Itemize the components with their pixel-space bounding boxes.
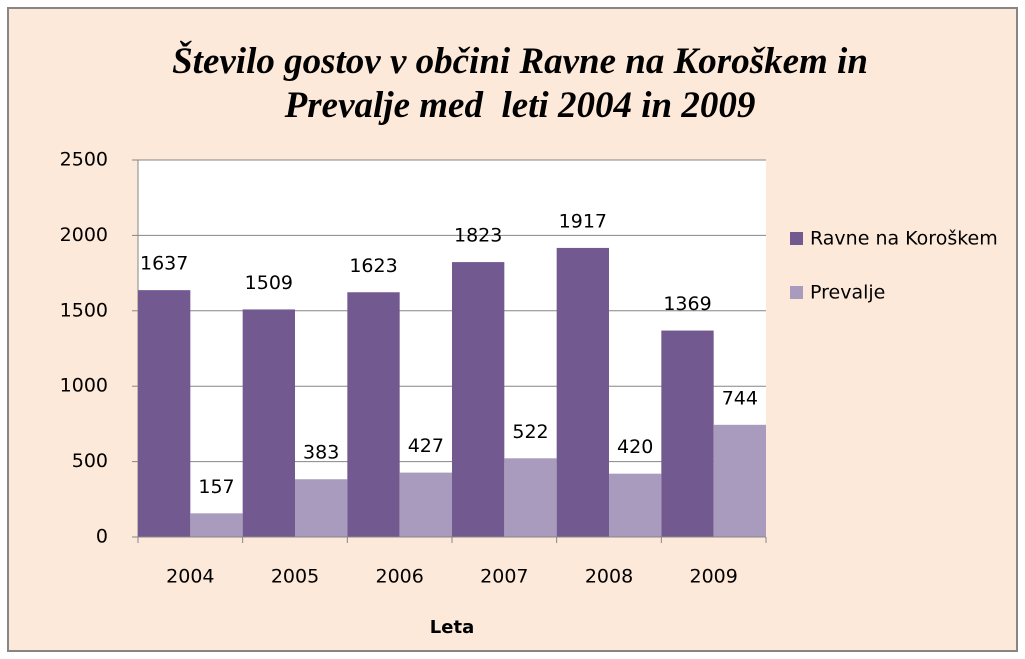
y-tick-label: 2500	[60, 149, 108, 171]
y-tick-label: 0	[96, 526, 108, 548]
x-axis-label: Leta	[430, 617, 474, 638]
data-label: 1917	[559, 210, 607, 232]
x-tick-label: 2009	[689, 566, 737, 588]
y-tick-label: 500	[72, 450, 108, 472]
data-label: 1623	[349, 255, 397, 277]
x-tick-label: 2006	[375, 566, 423, 588]
bar	[190, 513, 243, 537]
chart-title: Število gostov v občini Ravne na Koroške…	[172, 41, 878, 126]
bar	[713, 424, 766, 537]
legend-swatch	[790, 286, 803, 299]
legend-swatch	[790, 232, 803, 245]
bar	[609, 473, 662, 537]
data-label: 383	[303, 442, 339, 464]
data-label: 420	[617, 436, 653, 458]
data-label: 1509	[245, 272, 293, 294]
data-label: 1369	[663, 293, 711, 315]
data-label: 744	[722, 387, 758, 409]
data-label: 427	[408, 435, 444, 457]
bar	[661, 330, 714, 537]
bar	[138, 290, 191, 537]
bar	[504, 458, 557, 537]
bar	[399, 472, 452, 537]
y-tick-label: 1000	[60, 375, 108, 397]
data-label: 1823	[454, 225, 502, 247]
x-tick-label: 2004	[166, 566, 214, 588]
data-label: 1637	[140, 253, 188, 275]
y-tick-label: 1500	[60, 299, 108, 321]
bar	[295, 479, 348, 537]
x-tick-label: 2007	[480, 566, 528, 588]
bar	[556, 247, 609, 538]
data-label: 157	[198, 476, 234, 498]
y-tick-label: 2000	[60, 224, 108, 246]
x-tick-label: 2005	[271, 566, 319, 588]
legend-label: Ravne na Koroškem	[810, 228, 998, 250]
bar	[242, 309, 295, 537]
data-label: 522	[512, 421, 548, 443]
x-tick-label: 2008	[585, 566, 633, 588]
bar	[452, 262, 505, 537]
legend-label: Prevalje	[810, 282, 885, 304]
bar	[347, 292, 400, 537]
